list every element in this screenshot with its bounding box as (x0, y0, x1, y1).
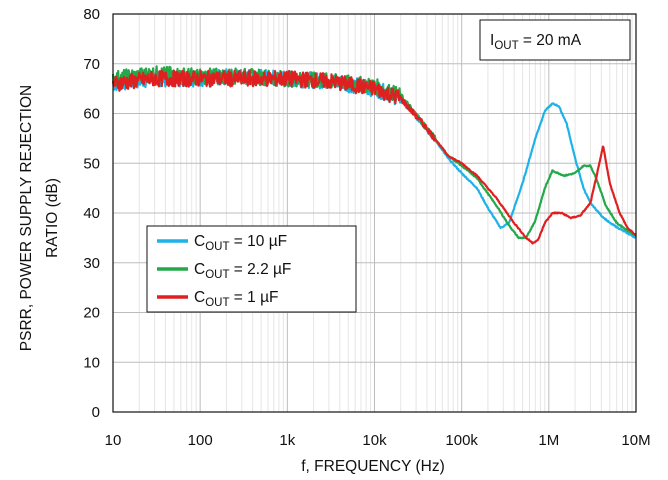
y-tick-label: 50 (83, 155, 100, 172)
x-tick-label: 10 (105, 432, 122, 449)
legend-label-sub: OUT (205, 269, 229, 281)
annotation-rest: = 20 mA (519, 32, 582, 49)
legend-label: COUT = 1 µF (194, 289, 278, 309)
y-tick-label: 40 (83, 205, 100, 222)
annotation-frame (479, 19, 631, 61)
legend-label-main: C (194, 233, 205, 250)
y-axis-title-line1: PSRR, POWER SUPPLY REJECTION (18, 85, 35, 351)
legend-label-main: C (194, 261, 205, 278)
series-layer (111, 65, 637, 245)
legend-label-rest: = 2.2 µF (229, 261, 291, 278)
y-tick-label: 10 (83, 354, 100, 371)
plot-border (112, 13, 637, 413)
legend-label-rest: = 10 µF (229, 233, 287, 250)
legend-label: COUT = 10 µF (194, 233, 287, 253)
y-tick-label: 60 (83, 106, 100, 123)
x-tick-label: 100k (445, 432, 478, 449)
x-axis-title: f, FREQUENCY (Hz) (301, 458, 445, 475)
annotation-text: IOUT = 20 mA (490, 32, 582, 52)
y-tick-label: 70 (83, 56, 100, 73)
series-line-3 (111, 69, 637, 245)
y-tick-label: 20 (83, 305, 100, 322)
legend-label-sub: OUT (205, 297, 229, 309)
legend-label-main: C (194, 289, 205, 306)
legend-label-rest: = 1 µF (229, 289, 278, 306)
annotation-main: I (490, 32, 494, 49)
x-tick-label: 1M (538, 432, 559, 449)
series-line-2 (111, 65, 637, 240)
x-tick-label: 10M (621, 432, 650, 449)
annotation-sub: OUT (494, 40, 518, 52)
x-tick-label: 100 (188, 432, 213, 449)
legend-label: COUT = 2.2 µF (194, 261, 291, 281)
x-tick-label: 1k (279, 432, 295, 449)
y-tick-label: 0 (92, 404, 100, 421)
x-tick-labels: 10 100 1k 10k 100k 1M 10M (105, 432, 651, 449)
y-axis-title-line2: RATIO (dB) (44, 178, 61, 258)
y-tick-label: 80 (83, 6, 100, 23)
y-tick-label: 30 (83, 255, 100, 272)
legend-label-sub: OUT (205, 241, 229, 253)
y-tick-labels: 0 10 20 30 40 50 60 70 80 (83, 6, 100, 421)
annotation-box: IOUT = 20 mA (479, 19, 631, 61)
x-tick-label: 10k (362, 432, 387, 449)
